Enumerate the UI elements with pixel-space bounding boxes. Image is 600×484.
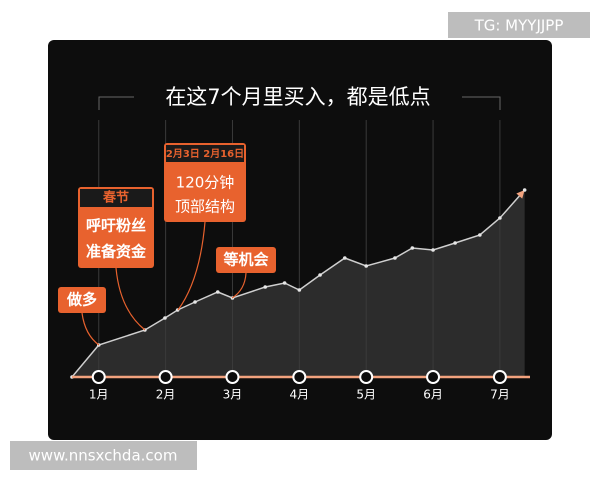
point [263,285,268,289]
callout-title: 2月3日 2月16日 [166,148,244,160]
x-tick-label: 2月 [156,388,176,402]
callout-text: 呼吁粉丝 [86,217,146,235]
callout-text: 120分钟 [176,174,235,192]
title-bracket [98,96,501,110]
point [498,216,502,220]
x-tick-label: 4月 [290,388,310,402]
x-tick-label: 1月 [89,388,109,402]
x-tick [426,370,441,384]
point [410,246,415,250]
x-tick [158,370,173,384]
callout-text: 做多 [66,291,97,309]
x-tick-label: 7月 [490,388,510,402]
x-tick-label: 5月 [356,388,376,402]
watermark-box [448,12,590,38]
callout-text: 等机会 [223,251,268,269]
callout-box [216,247,276,273]
callout-header [80,189,152,207]
point [522,188,527,192]
arrow-head [516,190,525,199]
point [453,241,457,245]
watermark: TG: MYYJJPP [474,17,564,35]
point [215,290,220,294]
x-tick [359,370,374,384]
chart-title: 在这7个月里买入，都是低点 [165,85,430,109]
plot: 1月 2月 3月 4月 5月 6月 7月 [70,120,530,402]
callout-text: 准备资金 [86,243,147,261]
point [393,256,397,260]
watermark-box [10,441,197,470]
point [318,273,322,277]
callout-title: 春节 [102,190,129,206]
area-fill [72,190,525,377]
point [163,316,167,320]
point [364,264,368,268]
callout-box [58,287,106,313]
point [297,288,302,292]
x-tick [492,370,507,384]
point [342,256,347,260]
x-tick [91,370,106,384]
x-tick-label: 6月 [423,388,443,402]
callout-lines [81,221,247,346]
callout-box [164,143,246,222]
x-tick [292,370,307,384]
x-tick [225,370,240,384]
point [282,281,287,285]
point [431,248,435,252]
callout-header [166,145,244,162]
x-tick-label: 3月 [223,388,243,402]
callout-text: 顶部结构 [175,198,235,216]
callout-box [78,187,154,268]
point [478,233,482,237]
point [193,300,197,304]
watermark: www.nnsxchda.com [29,447,178,465]
